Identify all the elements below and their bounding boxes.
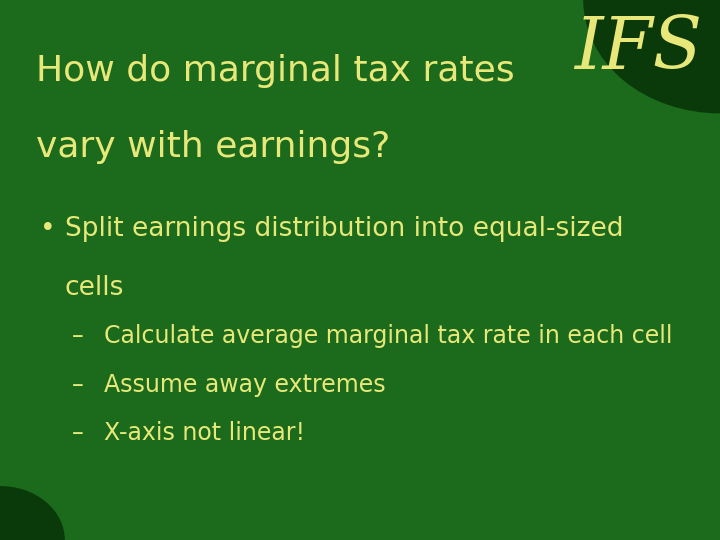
Text: vary with earnings?: vary with earnings?: [36, 130, 390, 164]
Text: Assume away extremes: Assume away extremes: [104, 373, 386, 396]
Ellipse shape: [583, 0, 720, 113]
Text: –: –: [72, 324, 84, 348]
Text: Calculate average marginal tax rate in each cell: Calculate average marginal tax rate in e…: [104, 324, 673, 348]
Text: cells: cells: [65, 275, 124, 301]
Text: –: –: [72, 421, 84, 445]
Text: X-axis not linear!: X-axis not linear!: [104, 421, 305, 445]
Text: How do marginal tax rates: How do marginal tax rates: [36, 54, 515, 88]
Text: IFS: IFS: [574, 14, 702, 84]
Text: •: •: [40, 216, 55, 242]
Text: –: –: [72, 373, 84, 396]
Ellipse shape: [0, 486, 65, 540]
Text: Split earnings distribution into equal-sized: Split earnings distribution into equal-s…: [65, 216, 624, 242]
